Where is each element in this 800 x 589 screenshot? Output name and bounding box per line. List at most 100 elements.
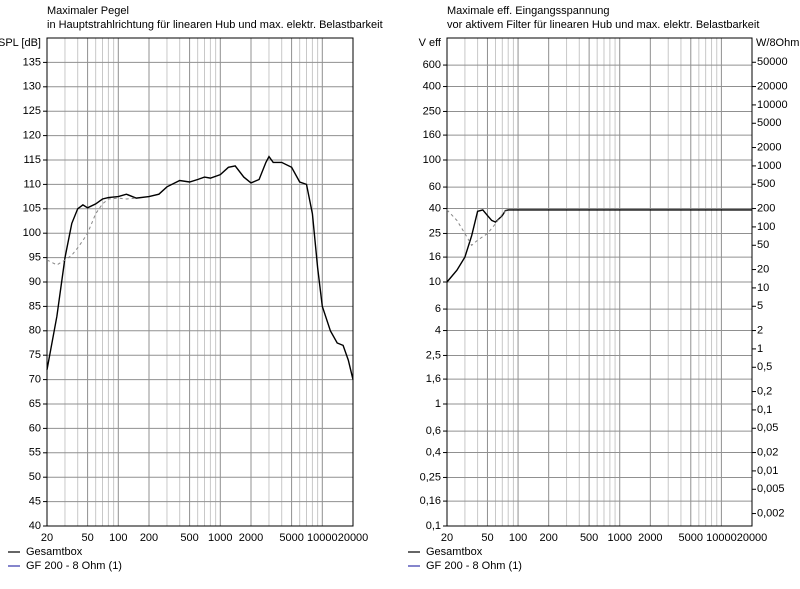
x-tick-label: 20: [41, 532, 53, 544]
y-tick-label: 250: [423, 105, 441, 117]
y-tick-label: 0,6: [426, 425, 441, 437]
y2-tick-label: 10000: [757, 99, 788, 111]
y-tick-label: 70: [29, 374, 41, 386]
x-tick-label: 5000: [679, 532, 703, 544]
y-tick-label: 45: [29, 496, 41, 508]
x-tick-label: 1000: [607, 532, 631, 544]
y2-tick-label: 0,1: [757, 404, 772, 416]
y2-tick-label: 20: [757, 263, 769, 275]
y-tick-label: 4: [435, 324, 441, 336]
chart-subtitle: in Hauptstrahlrichtung für linearen Hub …: [47, 19, 383, 31]
y2-tick-label: 5000: [757, 117, 781, 129]
series-line: [46, 197, 137, 266]
y-tick-label: 130: [23, 81, 41, 93]
y-tick-label: 80: [29, 325, 41, 337]
chart-title: Maximaler Pegel: [47, 5, 129, 17]
x-tick-label: 5000: [279, 532, 303, 544]
y2-tick-label: 0,02: [757, 446, 778, 458]
x-tick-label: 50: [481, 532, 493, 544]
y-tick-label: 0,4: [426, 446, 441, 458]
y-tick-label: 10: [429, 276, 441, 288]
x-tick-label: 20000: [338, 532, 369, 544]
y2-tick-label: 50: [757, 239, 769, 251]
series-line: [46, 155, 354, 380]
y2-tick-label: 0,005: [757, 483, 785, 495]
y2-axis-label: W/8Ohm: [756, 37, 799, 49]
x-tick-label: 2000: [239, 532, 263, 544]
y2-tick-label: 200: [757, 202, 775, 214]
y2-tick-label: 0,2: [757, 385, 772, 397]
x-tick-label: 20: [441, 532, 453, 544]
y-tick-label: 55: [29, 447, 41, 459]
y-tick-label: 1: [435, 398, 441, 410]
y2-tick-label: 500: [757, 178, 775, 190]
series-line: [446, 209, 752, 283]
y2-tick-label: 0,05: [757, 422, 778, 434]
y2-tick-label: 2000: [757, 141, 781, 153]
chart-subtitle: vor aktivem Filter für linearen Hub und …: [447, 19, 759, 31]
y2-tick-label: 100: [757, 221, 775, 233]
y2-tick-label: 0,5: [757, 361, 772, 373]
y-tick-label: 40: [429, 202, 441, 214]
y-tick-label: 60: [29, 422, 41, 434]
y2-tick-label: 1000: [757, 160, 781, 172]
plot-frame: [46, 37, 354, 527]
x-tick-label: 500: [580, 532, 598, 544]
x-tick-label: 500: [180, 532, 198, 544]
series-line: [446, 209, 509, 247]
y-tick-label: 0,1: [426, 520, 441, 532]
y-tick-label: 60: [429, 181, 441, 193]
y2-tick-label: 0,002: [757, 507, 785, 519]
y-tick-label: 120: [23, 130, 41, 142]
x-tick-label: 20000: [737, 532, 768, 544]
y-tick-label: 50: [29, 471, 41, 483]
y2-tick-label: 5: [757, 300, 763, 312]
legend-label: GF 200 - 8 Ohm (1): [26, 560, 122, 572]
y-tick-label: 0,25: [420, 471, 441, 483]
legend-label: Gesamtbox: [426, 546, 483, 558]
x-tick-label: 50: [81, 532, 93, 544]
y-tick-label: 115: [23, 154, 41, 166]
legend-label: GF 200 - 8 Ohm (1): [426, 560, 522, 572]
x-tick-label: 10000: [307, 532, 338, 544]
y-tick-label: 85: [29, 300, 41, 312]
y2-tick-label: 2: [757, 324, 763, 336]
y2-tick-label: 0,01: [757, 465, 778, 477]
y-tick-label: 6: [435, 303, 441, 315]
x-tick-label: 200: [539, 532, 557, 544]
x-tick-label: 10000: [706, 532, 737, 544]
y-tick-label: 95: [29, 252, 41, 264]
y-axis-label: SPL [dB]: [0, 37, 41, 49]
x-tick-label: 100: [509, 532, 527, 544]
y-tick-label: 100: [423, 154, 441, 166]
legend-label: Gesamtbox: [26, 546, 83, 558]
y2-tick-label: 1: [757, 343, 763, 355]
x-tick-label: 200: [140, 532, 158, 544]
y2-tick-label: 50000: [757, 56, 788, 68]
y-tick-label: 100: [23, 227, 41, 239]
y-tick-label: 400: [423, 80, 441, 92]
y-axis-label: V eff: [419, 37, 442, 49]
y-tick-label: 160: [423, 129, 441, 141]
y-tick-label: 40: [29, 520, 41, 532]
x-tick-label: 2000: [638, 532, 662, 544]
y-tick-label: 125: [23, 105, 41, 117]
y-tick-label: 65: [29, 398, 41, 410]
y2-tick-label: 10: [757, 282, 769, 294]
x-tick-label: 100: [109, 532, 127, 544]
y2-tick-label: 20000: [757, 80, 788, 92]
y-tick-label: 25: [429, 227, 441, 239]
y-tick-label: 75: [29, 349, 41, 361]
y-tick-label: 600: [423, 59, 441, 71]
y-tick-label: 1,6: [426, 373, 441, 385]
y-tick-label: 105: [23, 203, 41, 215]
y-tick-label: 16: [429, 251, 441, 263]
y-tick-label: 110: [23, 178, 41, 190]
x-tick-label: 1000: [208, 532, 232, 544]
y-tick-label: 2,5: [426, 349, 441, 361]
y-tick-label: 0,16: [420, 495, 441, 507]
chart-title: Maximale eff. Eingangsspannung: [447, 5, 609, 17]
y-tick-label: 90: [29, 276, 41, 288]
y-tick-label: 135: [23, 56, 41, 68]
